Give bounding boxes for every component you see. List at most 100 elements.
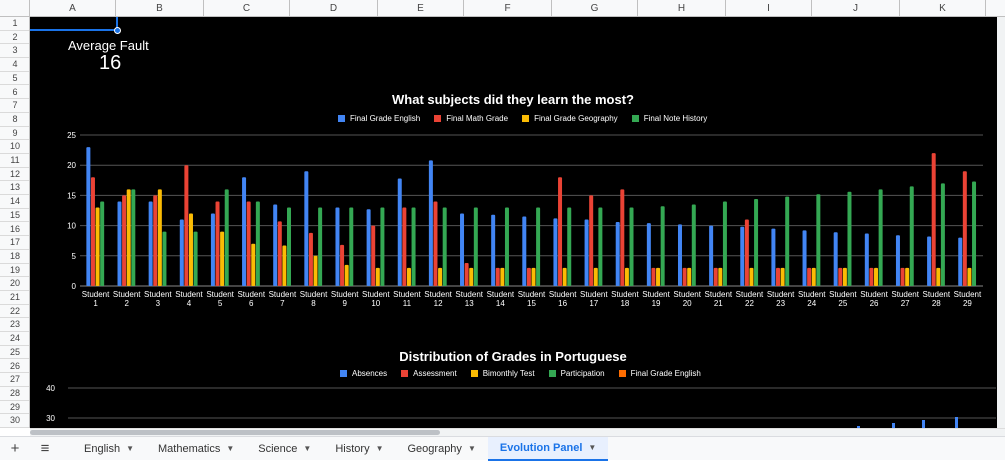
x-tick-label: Student 10 [362,290,390,308]
legend-swatch [470,370,478,377]
hamburger-icon[interactable]: ≡ [40,440,50,457]
legend-item: Bimonthly Test [470,369,535,378]
bar [100,201,105,286]
sheet-grid[interactable]: Average Fault 16 What subjects did they … [30,17,1005,428]
legend-label: Final Note History [643,114,708,123]
sheet-tab-label: History [335,442,370,455]
bar [744,219,749,286]
row-header-6[interactable]: 6 [0,86,29,100]
row-header-24[interactable]: 24 [0,332,29,346]
bar [90,177,95,286]
row-header-12[interactable]: 12 [0,168,29,182]
row-header-14[interactable]: 14 [0,195,29,209]
column-header-g[interactable]: G [552,0,638,17]
legend-item: Absences [340,369,387,378]
bar [811,267,816,286]
row-header-21[interactable]: 21 [0,291,29,305]
x-tick-label: Student 21 [705,290,733,308]
bar [780,267,785,286]
bar [469,267,474,286]
column-header-h[interactable]: H [638,0,726,17]
bar [117,201,122,286]
row-header-23[interactable]: 23 [0,318,29,333]
select-all-corner[interactable] [0,0,30,17]
kpi-value: 16 [99,52,122,74]
row-header-4[interactable]: 4 [0,58,29,72]
sheet-tab[interactable]: English ▼ [72,437,146,461]
row-header-11[interactable]: 11 [0,154,29,168]
caret-down-icon[interactable]: ▼ [588,443,597,452]
column-header-e[interactable]: E [378,0,464,17]
legend-item: Final Grade English [618,369,701,378]
horizontal-scrollbar[interactable] [30,428,1005,436]
row-header-5[interactable]: 5 [0,72,29,86]
caret-down-icon[interactable]: ▼ [375,444,384,453]
column-header-k[interactable]: K [900,0,986,17]
legend-item: Final Note History [631,114,708,123]
x-tick-label: Student 13 [455,290,483,308]
column-header-b[interactable]: B [116,0,204,17]
selected-cell[interactable] [30,17,118,31]
bar [722,201,727,286]
row-header-17[interactable]: 17 [0,236,29,250]
bar [344,264,349,286]
caret-down-icon[interactable]: ▼ [226,444,235,453]
row-header-28[interactable]: 28 [0,387,29,401]
row-header-10[interactable]: 10 [0,140,29,154]
column-header-c[interactable]: C [204,0,290,17]
row-header-15[interactable]: 15 [0,209,29,223]
legend-item: Final Math Grade [434,114,508,123]
x-tick-label: Student 9 [331,290,359,308]
sheet-tab[interactable]: History ▼ [323,437,395,461]
row-header-7[interactable]: 7 [0,99,29,113]
bar [909,186,914,286]
row-header-3[interactable]: 3 [0,44,29,59]
x-tick-label: Student 24 [798,290,826,308]
bar [371,225,376,286]
sheet-tab[interactable]: Geography ▼ [396,437,488,461]
fill-handle[interactable] [114,27,121,34]
vertical-scrollbar[interactable] [997,17,1005,428]
row-header-19[interactable]: 19 [0,264,29,278]
bar [304,171,309,286]
bar [531,267,536,286]
row-header-1[interactable]: 1 [0,17,29,31]
row-header-22[interactable]: 22 [0,305,29,319]
column-header-f[interactable]: F [464,0,552,17]
bar [562,267,567,286]
row-header-20[interactable]: 20 [0,277,29,291]
sheet-tab[interactable]: Science ▼ [246,437,323,461]
row-header-13[interactable]: 13 [0,181,29,196]
column-header-j[interactable]: J [812,0,900,17]
row-header-2[interactable]: 2 [0,31,29,45]
legend-swatch [548,370,556,377]
caret-down-icon[interactable]: ▼ [126,444,134,453]
sheet-tab[interactable]: Mathematics ▼ [146,437,246,461]
row-header-27[interactable]: 27 [0,373,29,387]
bar [491,214,496,286]
row-header-18[interactable]: 18 [0,250,29,264]
column-header-a[interactable]: A [30,0,116,17]
row-header-30[interactable]: 30 [0,414,29,428]
caret-down-icon[interactable]: ▼ [303,444,312,453]
row-header-26[interactable]: 26 [0,360,29,374]
bar [308,232,313,286]
row-header-8[interactable]: 8 [0,113,29,127]
bar [193,231,198,286]
column-header-i[interactable]: I [726,0,812,17]
x-tick-label: Student 22 [736,290,764,308]
scroll-thumb[interactable] [30,430,440,435]
caret-down-icon[interactable]: ▼ [467,444,476,453]
bar [857,426,860,428]
bar [842,267,847,286]
row-header-9[interactable]: 9 [0,127,29,141]
row-header-16[interactable]: 16 [0,223,29,237]
bar [188,213,193,286]
row-header-25[interactable]: 25 [0,346,29,360]
bar [955,417,958,428]
sheet-tab[interactable]: Evolution Panel ▼ [487,436,609,461]
row-header-29[interactable]: 29 [0,401,29,415]
column-header-d[interactable]: D [290,0,378,17]
plus-icon[interactable]: + [10,440,20,457]
bar [567,207,572,286]
